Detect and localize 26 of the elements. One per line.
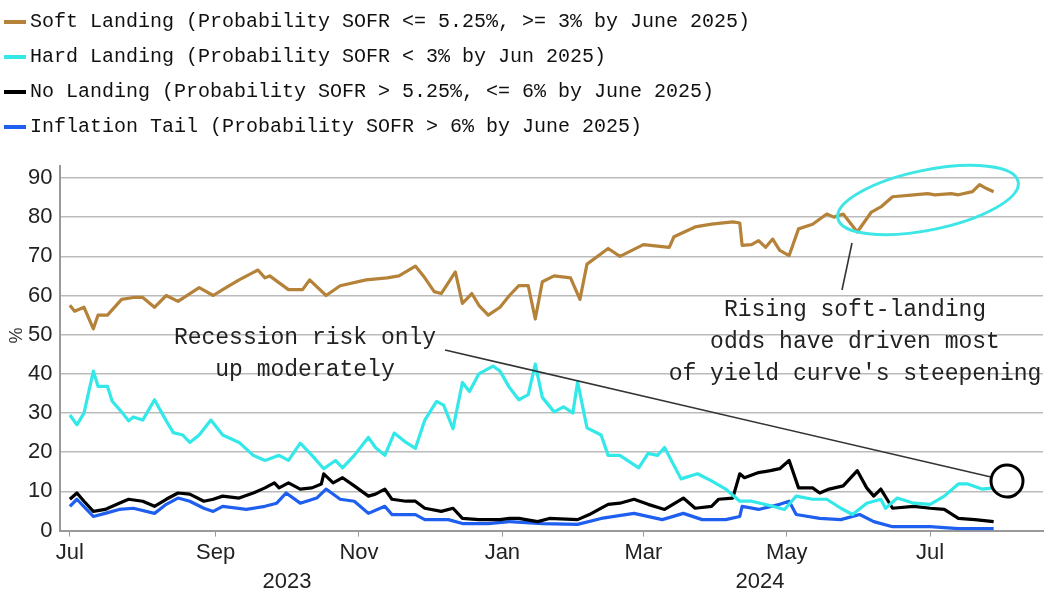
y-tick-label: 30 bbox=[27, 399, 53, 425]
y-tick-label: 90 bbox=[27, 164, 53, 190]
annotation: Rising soft-landing odds have driven most of yield curve's steepening bbox=[668, 297, 1042, 388]
legend-label: No Landing (Probability SOFR > 5.25%, <= 6% by June 2025) bbox=[30, 80, 715, 103]
x-tick-label: Jan bbox=[484, 538, 521, 564]
x-tick-label: Jul bbox=[916, 538, 945, 564]
y-tick-label: 40 bbox=[27, 359, 53, 385]
y-tick-label: 50 bbox=[27, 320, 53, 346]
text: 2023 bbox=[262, 567, 312, 593]
y-tick-label: 70 bbox=[27, 242, 53, 268]
y-tick-label: 10 bbox=[27, 477, 53, 503]
text: 2024 bbox=[735, 567, 785, 593]
x-tick-label: May bbox=[766, 538, 808, 564]
x-tick-label: Sep bbox=[196, 538, 236, 564]
y-tick-label: 60 bbox=[27, 281, 53, 307]
y-axis-title: % bbox=[5, 327, 27, 344]
legend-label: Hard Landing (Probability SOFR < 3% by Jun 2025) bbox=[30, 45, 607, 68]
y-tick-label: 80 bbox=[27, 203, 53, 229]
x-tick-label: Jul bbox=[55, 538, 84, 564]
legend-label: Inflation Tail (Probability SOFR > 6% by June 2025) bbox=[30, 115, 643, 138]
x-tick-label: Mar bbox=[624, 538, 663, 564]
legend-label: Soft Landing (Probability SOFR <= 5.25%, >= 3% by June 2025) bbox=[30, 10, 751, 33]
x-tick-label: Nov bbox=[339, 538, 379, 564]
annotation: Recession risk only up moderately bbox=[173, 325, 437, 384]
y-tick-label: 20 bbox=[27, 438, 53, 464]
y-tick-label: 0 bbox=[40, 516, 53, 542]
